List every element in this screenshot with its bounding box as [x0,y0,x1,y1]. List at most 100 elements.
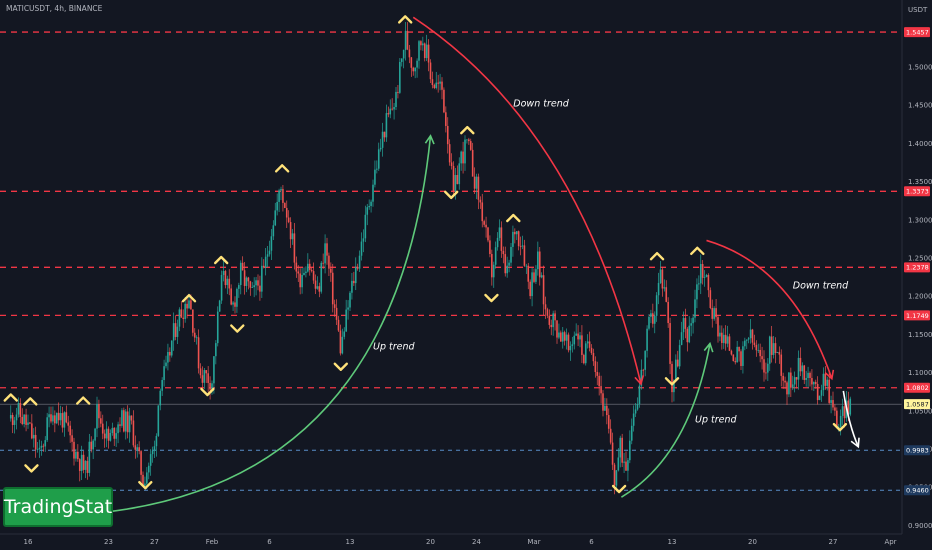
candle-body [397,91,399,93]
candle-body [784,380,786,383]
trend-label: Up trend [695,414,737,425]
candle-body [483,221,485,225]
candle-body [287,217,290,223]
candle-body [176,326,179,337]
candle-body [504,254,507,274]
candle-body [661,269,664,289]
candle-body [105,428,108,439]
candle-body [730,350,733,355]
candle-body [422,43,424,46]
candle-body [123,410,125,432]
candle-body [199,368,202,376]
candle-body [86,460,89,473]
candle-body [370,201,372,206]
candle-body [765,372,767,374]
candle-body [600,386,602,394]
candle-body [613,464,616,486]
tradingstat-logo: TradingStat [3,487,113,527]
candle-body [192,309,194,333]
candle-body [699,264,702,284]
candle-body [109,433,112,441]
time-axis[interactable]: 16 23 27 Feb 6 13 20 24 Mar 6 13 20 27 Apr [24,538,897,546]
candle-body [100,418,102,424]
candle-body [496,237,499,248]
candle-body [772,343,775,355]
candle-body [811,377,813,385]
candle-body [469,141,472,150]
candle-body [335,307,338,320]
candle-body [184,303,186,320]
candle-body [157,405,160,436]
chevron-up-icon [76,396,91,405]
candle-body [82,454,85,470]
symbol-label: MATICUSDT, 4h, BINANCE [6,4,103,13]
candle-body [669,323,671,364]
time-tick-label: 27 [829,538,838,546]
candle-body [268,250,271,255]
candle-body [253,285,255,288]
candle-body [573,335,576,345]
candle-body [211,383,213,390]
candle-body [354,266,357,284]
level-price-tag-text: 1.1749 [906,312,929,320]
candle-body [529,281,531,297]
candle-body [92,440,94,450]
candle-body [560,332,562,342]
candle-body [807,372,809,379]
candle-body [101,423,104,434]
candle-body [847,400,850,415]
candle-body [389,108,392,115]
candle-body [832,400,834,408]
candle-body [155,435,158,447]
chevron-up-icon [274,164,290,173]
candle-body [320,262,323,292]
candle-body [209,382,211,390]
candle-body [151,450,154,455]
candle-body [113,427,116,439]
candle-body [383,131,386,138]
candle-body [638,385,641,405]
candle-body [663,287,666,289]
candle-body [224,271,227,286]
candle-body [820,390,823,396]
candle-body [310,269,313,272]
candle-body [182,317,185,320]
candle-body [203,370,206,383]
candle-body [540,275,543,278]
candle-body [266,254,269,257]
candle-body [477,176,480,200]
current-price-tag-text: 1.0587 [906,401,929,409]
candle-body [52,415,54,422]
candle-body [103,433,106,439]
candle-body [78,459,81,471]
candle-body [238,285,240,289]
candle-body [341,336,344,354]
candle-body [512,231,514,247]
candle-body [705,274,708,277]
trend-arrow-head [824,369,835,381]
candle-body [345,309,347,332]
price-tick-label: 1.5000 [908,64,932,72]
candle-body [558,332,560,338]
candle-body [362,238,365,242]
chevron-up-icon [649,251,665,261]
time-tick-label: Feb [206,538,219,546]
candle-body [839,415,842,427]
candle-body [98,404,100,419]
candle-body [563,332,566,341]
candle-body [830,400,832,403]
candle-body [684,318,687,329]
candle-body [489,240,491,255]
candle-body [728,336,731,351]
candle-body [644,350,646,370]
candle-body [581,335,583,355]
chevron-down-icon [664,377,680,386]
candle-body [646,328,648,351]
candle-body [23,414,25,425]
candle-body [538,251,541,278]
candle-body [579,335,581,340]
candle-body [721,332,723,343]
candle-body [657,282,660,296]
candle-body [586,341,589,344]
